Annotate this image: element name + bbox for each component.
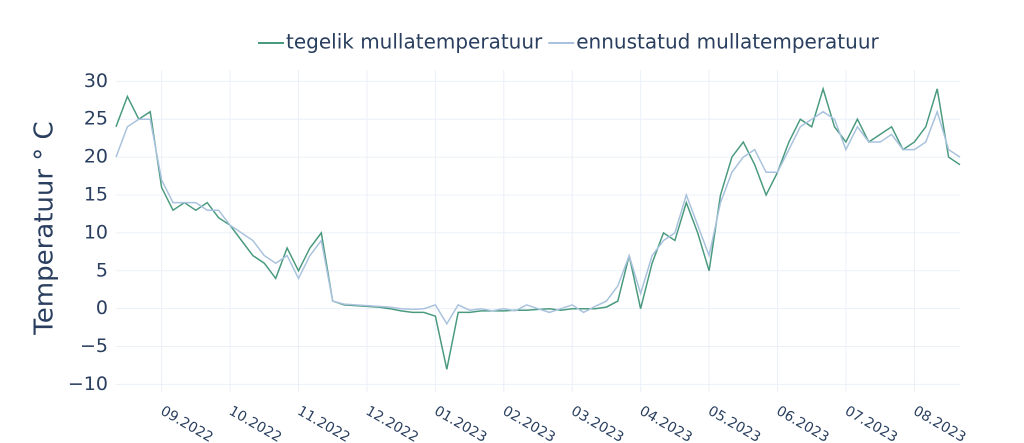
series-line — [115, 109, 961, 326]
x-tick-label: 11.2022 — [294, 403, 352, 443]
x-tick-label: 04.2023 — [637, 403, 695, 443]
x-tick-label: 03.2023 — [568, 403, 626, 443]
x-tick-label: 01.2023 — [431, 403, 489, 443]
x-tick-label: 10.2022 — [226, 403, 284, 443]
y-tick-label: −5 — [80, 335, 108, 357]
y-tick-label: 15 — [84, 184, 108, 206]
x-tick-label: 09.2022 — [158, 403, 216, 443]
y-axis-title: Temperatuur ° C — [30, 121, 60, 335]
y-tick-label: 20 — [84, 146, 108, 168]
x-tick-label: 07.2023 — [842, 403, 900, 443]
y-tick-label: 25 — [84, 108, 108, 130]
y-tick-label: 30 — [84, 70, 108, 92]
x-tick-label: 12.2022 — [363, 403, 421, 443]
legend-label: ennustatud mullatemperatuur — [576, 30, 879, 54]
y-tick-label: 5 — [96, 259, 108, 281]
x-tick-label: 05.2023 — [705, 403, 763, 443]
x-tick-label: 08.2023 — [910, 403, 968, 443]
y-tick-label: 0 — [96, 297, 108, 319]
x-tick-label: 06.2023 — [774, 403, 832, 443]
y-tick-label: −10 — [68, 373, 108, 395]
legend-label: tegelik mullatemperatuur — [286, 30, 543, 54]
y-tick-label: 10 — [84, 221, 108, 243]
x-tick-label: 02.2023 — [500, 403, 558, 443]
series-line — [115, 86, 961, 370]
